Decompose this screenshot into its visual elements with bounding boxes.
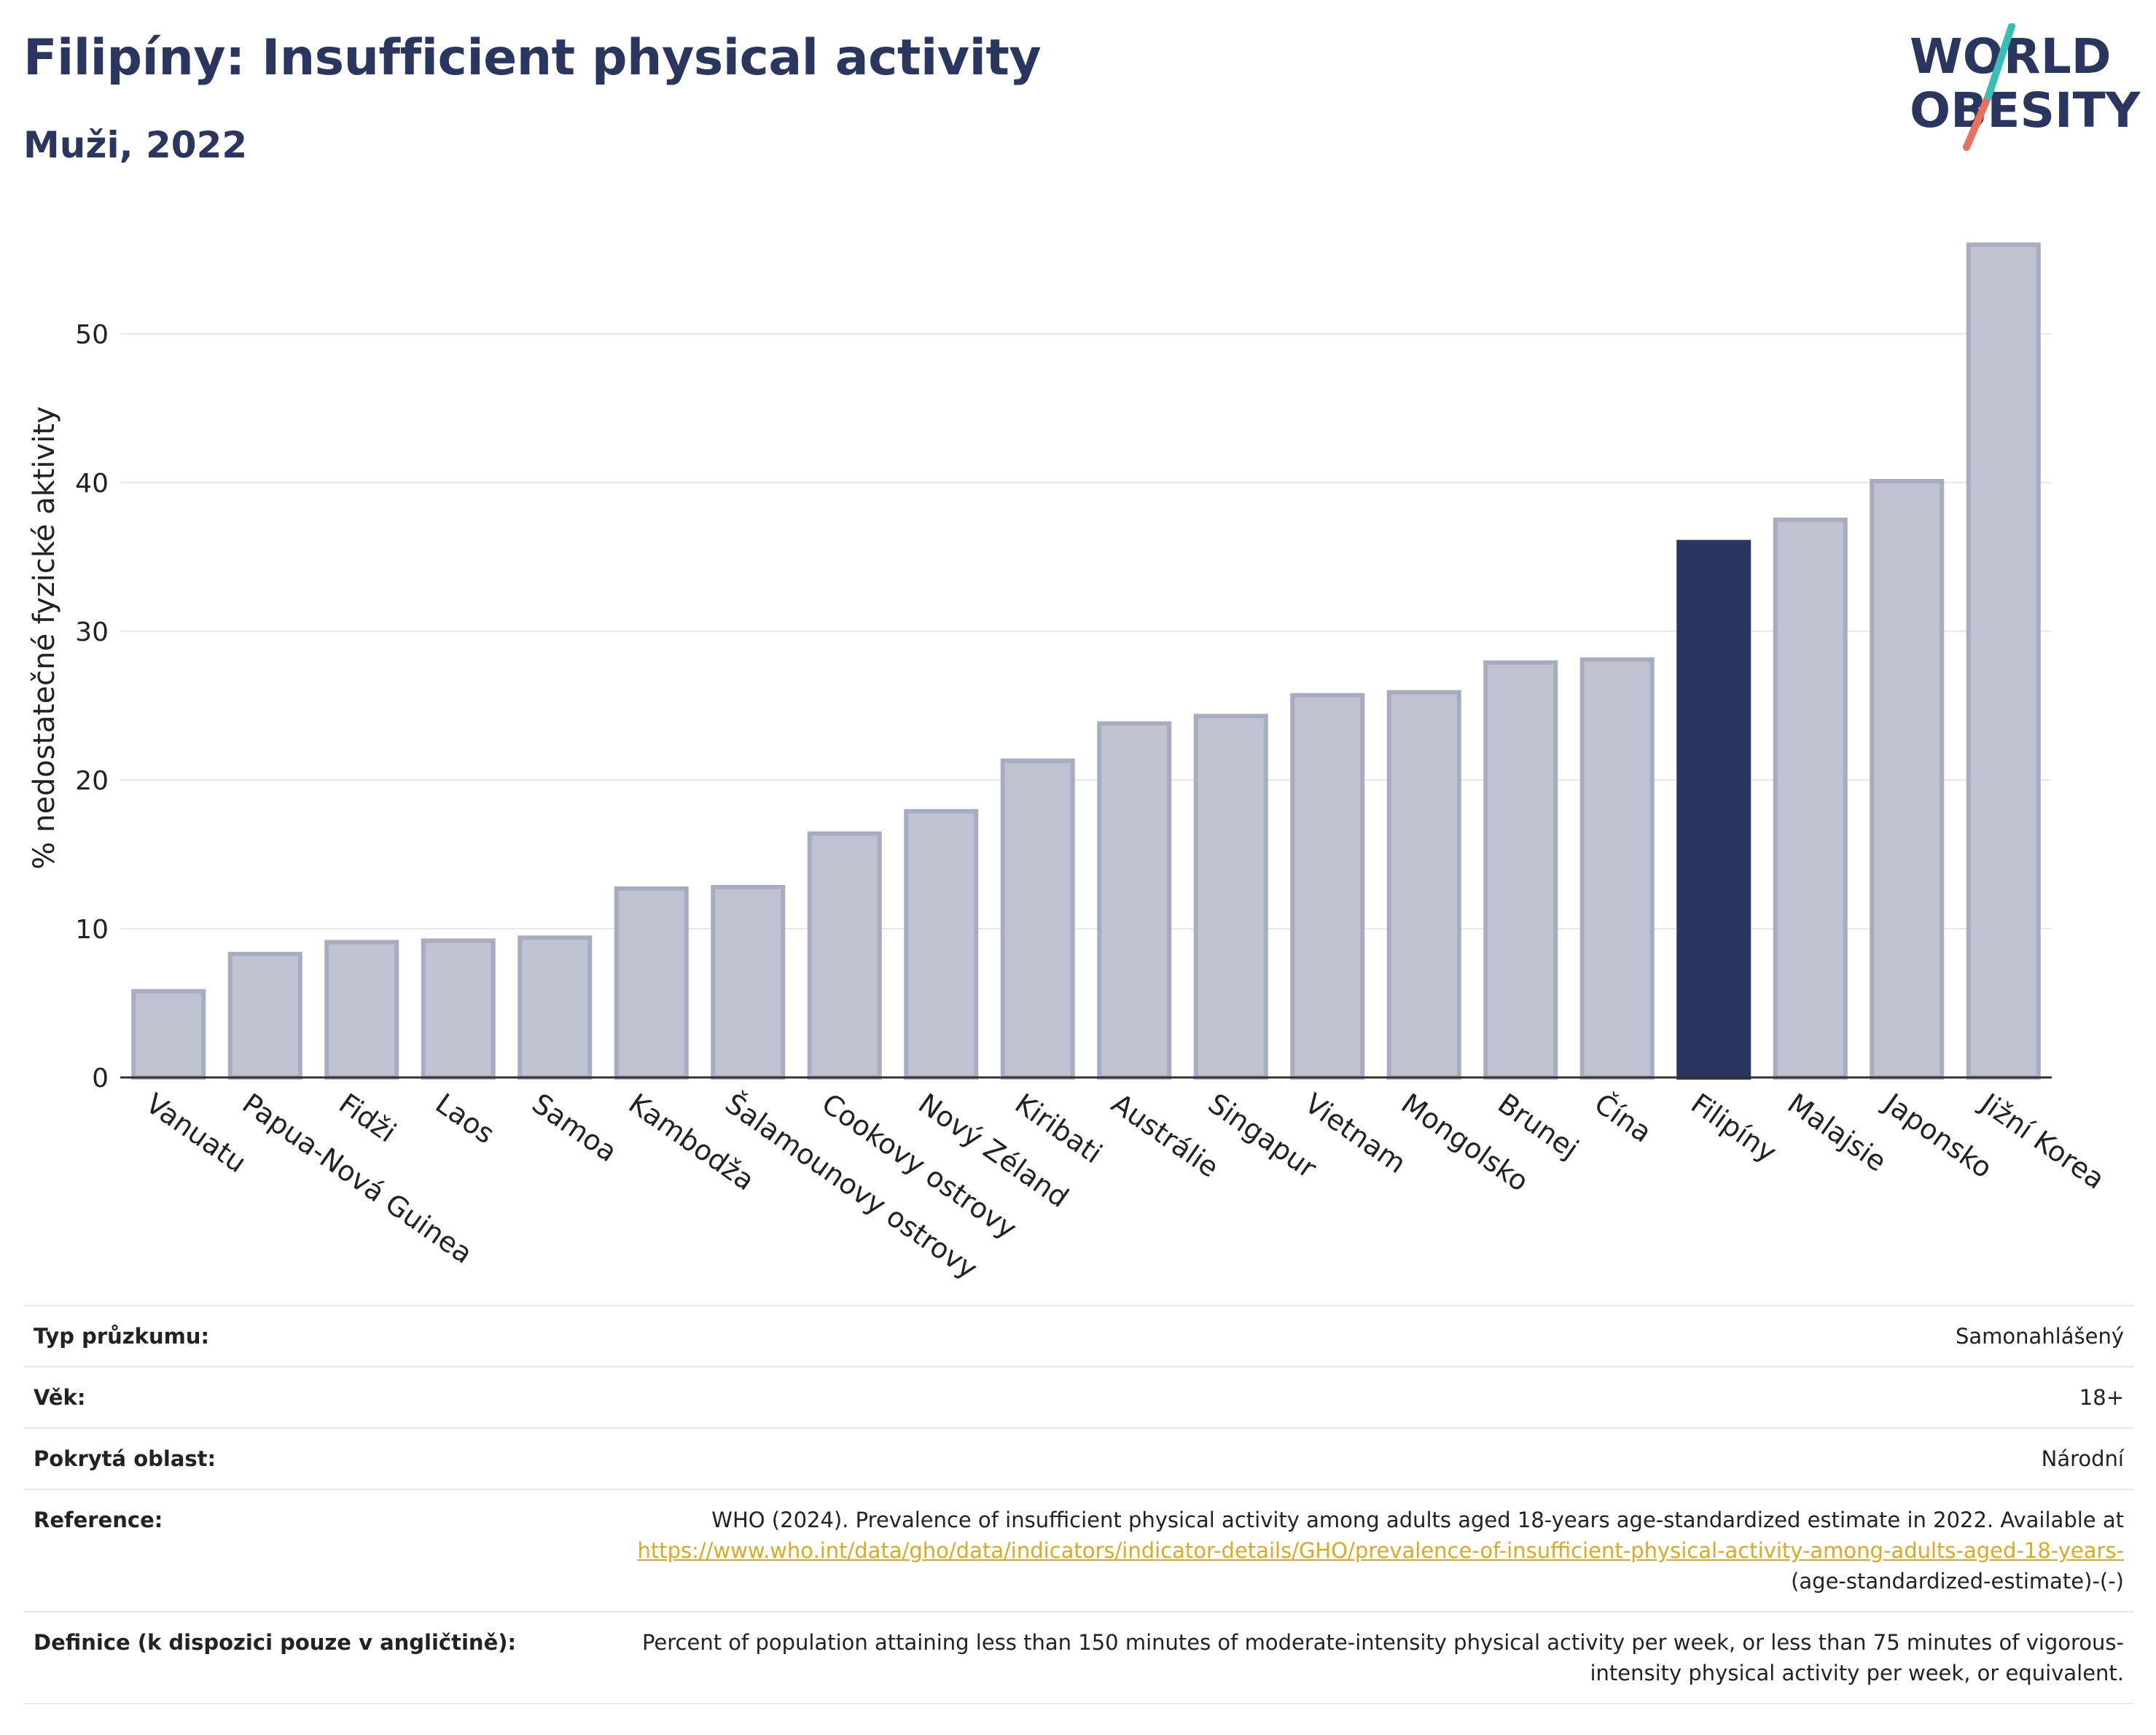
bar — [1097, 721, 1172, 1080]
info-label: Reference: — [23, 1489, 576, 1613]
grid-lines — [120, 333, 2052, 929]
info-value: 18+ — [576, 1366, 2134, 1429]
x-tick-label: Japonsko — [1877, 1086, 1998, 1185]
page-title: Filipíny: Insufficient physical activity — [23, 29, 1042, 87]
reference-tail: (age-standardized-estimate)-(-) — [1791, 1569, 2124, 1594]
x-tick-label: Samoa — [526, 1087, 623, 1168]
bar — [1386, 690, 1461, 1080]
info-value: Národní — [576, 1427, 2134, 1490]
info-label: Věk: — [23, 1366, 576, 1429]
survey-info-table: Typ průzkumu: Samonahlášený Věk: 18+ Pok… — [23, 1305, 2134, 1704]
info-row-coverage: Pokrytá oblast: Národní — [23, 1427, 2134, 1490]
x-tick-label: Singapur — [1203, 1087, 1323, 1185]
bar — [227, 951, 302, 1080]
info-label: Typ průzkumu: — [23, 1305, 576, 1368]
y-tick-label: 20 — [75, 766, 109, 796]
y-tick-label: 50 — [75, 320, 109, 350]
bar — [904, 808, 979, 1080]
bar-highlighted — [1676, 539, 1751, 1080]
x-tick-label: Malajsie — [1782, 1087, 1893, 1177]
x-tick-label: Laos — [430, 1087, 501, 1150]
bar — [421, 938, 496, 1080]
info-row-definition: Definice (k dispozici pouze v angličtině… — [23, 1611, 2134, 1704]
bar — [1193, 714, 1268, 1080]
world-obesity-logo: WORLD OBESITY — [1910, 23, 2141, 151]
bar — [711, 884, 786, 1080]
x-tick-label: Fidži — [333, 1087, 402, 1148]
bar — [1870, 478, 1945, 1080]
bar — [131, 989, 206, 1080]
bar — [517, 935, 593, 1080]
info-row-age: Věk: 18+ — [23, 1366, 2134, 1429]
bar — [1483, 660, 1558, 1080]
info-row-survey-type: Typ průzkumu: Samonahlášený — [23, 1305, 2134, 1368]
bar — [1579, 657, 1655, 1080]
x-tick-label: Vanuatu — [140, 1087, 252, 1179]
y-tick-label: 40 — [75, 469, 109, 499]
logo-slash-upper — [1985, 23, 2015, 100]
y-axis-label: % nedostatečné fyzické aktivity — [28, 406, 61, 869]
reference-link[interactable]: https://www.who.int/data/gho/data/indica… — [637, 1538, 2124, 1563]
logo-slash-lower — [1963, 93, 1992, 151]
bar — [807, 831, 882, 1080]
info-row-reference: Reference: WHO (2024). Prevalence of ins… — [23, 1489, 2134, 1613]
y-tick-label: 10 — [75, 915, 109, 945]
bar — [1290, 693, 1365, 1080]
logo-line2: OBESITY — [1910, 82, 2141, 139]
x-tick-label: Čína — [1589, 1087, 1657, 1148]
x-tick-label: Jižní Korea — [1974, 1086, 2111, 1196]
info-value: Samonahlášený — [576, 1305, 2134, 1368]
x-tick-label: Filipíny — [1685, 1087, 1782, 1169]
bar — [614, 886, 689, 1080]
bar — [1966, 242, 2041, 1080]
page-subtitle: Muži, 2022 — [23, 124, 248, 166]
y-tick-label: 30 — [75, 617, 109, 647]
reference-value: WHO (2024). Prevalence of insufficient p… — [576, 1489, 2134, 1613]
info-label: Definice (k dispozici pouze v angličtině… — [23, 1611, 576, 1704]
info-label: Pokrytá oblast: — [23, 1427, 576, 1490]
bar — [1000, 758, 1075, 1080]
bar — [1773, 518, 1848, 1080]
x-tick-label: Austrálie — [1106, 1087, 1225, 1184]
bars — [131, 242, 2041, 1080]
definition-value: Percent of population attaining less tha… — [576, 1611, 2134, 1704]
reference-text: WHO (2024). Prevalence of insufficient p… — [711, 1508, 2124, 1532]
y-tick-label: 0 — [92, 1064, 109, 1093]
bar — [324, 940, 399, 1080]
